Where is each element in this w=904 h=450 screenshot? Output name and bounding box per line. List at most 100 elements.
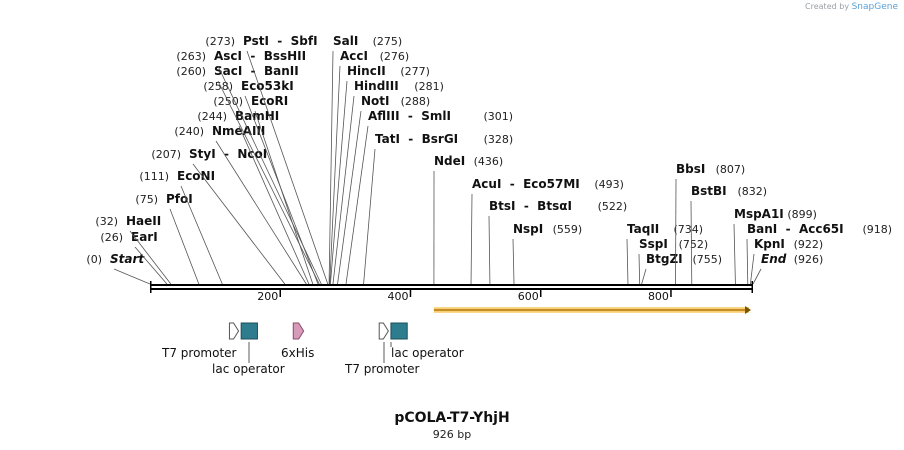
site-position: (436)	[474, 155, 504, 168]
site-connector-line	[638, 253, 641, 285]
ruler-tick-label: 800	[648, 290, 669, 303]
his-tag-arrow	[292, 322, 305, 340]
site-connector-line	[345, 125, 369, 285]
site-position: (752)	[679, 238, 709, 251]
feature-label: T7 promoter	[161, 346, 237, 360]
site-connector-line	[733, 223, 736, 285]
site-position: (32)	[95, 215, 118, 228]
site-name: AflIII - SmlI	[368, 109, 451, 123]
site-position: (288)	[401, 95, 431, 108]
site-position: (26)	[100, 231, 123, 244]
site-position: (244)	[197, 110, 227, 123]
site-position: (522)	[598, 200, 628, 213]
site-name: SacI - BanII	[214, 64, 299, 78]
orf-arrow-head	[745, 306, 751, 314]
site-name: SspI	[639, 237, 668, 251]
plasmid-name: pCOLA-T7-YhjH	[394, 410, 510, 426]
ruler-tick-label: 400	[387, 290, 408, 303]
site-name: Start	[110, 252, 145, 266]
site-name: NdeI	[434, 154, 465, 168]
site-position: (926)	[794, 253, 824, 266]
site-position: (918)	[863, 223, 893, 236]
site-position: (734)	[674, 223, 704, 236]
site-connector-line	[129, 230, 172, 285]
site-name: EcoRI	[251, 94, 288, 108]
backbone-end-tick	[751, 281, 753, 293]
site-name: EcoNI	[177, 169, 215, 183]
site-name: SalI	[333, 34, 358, 48]
site-name: AscI - BssHII	[214, 49, 306, 63]
site-name: NmeAIII	[212, 124, 265, 138]
site-position: (281)	[414, 80, 444, 93]
site-connector-line	[512, 238, 515, 285]
site-connector-line	[328, 50, 334, 285]
site-name: PfoI	[166, 192, 193, 206]
site-position: (0)	[86, 253, 102, 266]
lac-operator-box	[390, 322, 408, 340]
site-connector-line	[244, 95, 319, 285]
site-connector-line	[238, 125, 310, 285]
site-connector-line	[180, 185, 223, 285]
site-connector-line	[217, 80, 320, 285]
site-position: (263)	[176, 50, 206, 63]
site-connector-line	[329, 80, 348, 285]
site-connector-line	[470, 193, 473, 285]
site-position: (922)	[794, 238, 824, 251]
site-position: (75)	[135, 193, 158, 206]
t7-promoter-arrow	[228, 322, 240, 340]
site-connector-line	[217, 65, 322, 285]
lac-operator-box	[240, 322, 258, 340]
site-name: BtsI - BtsαI	[489, 199, 572, 213]
site-position: (493)	[594, 178, 624, 191]
site-connector-line	[332, 95, 355, 285]
site-position: (258)	[203, 80, 233, 93]
site-connector-line	[337, 110, 362, 285]
site-position: (899)	[787, 208, 817, 221]
feature-label: T7 promoter	[344, 362, 420, 376]
site-name: BstBI	[691, 184, 727, 198]
snapgene-logo-text: SnapGene	[851, 2, 898, 12]
site-connector-line	[488, 215, 491, 285]
site-position: (273)	[205, 35, 235, 48]
site-name: HindIII	[354, 79, 399, 93]
created-by-text: Created by	[805, 2, 850, 11]
site-name: TaqII	[627, 222, 659, 236]
site-position: (260)	[176, 65, 206, 78]
site-position: (207)	[151, 148, 181, 161]
site-position: (111)	[139, 170, 169, 183]
site-position: (807)	[716, 163, 746, 176]
site-name: HaeII	[126, 214, 161, 228]
site-name: AccI	[340, 49, 368, 63]
backbone-top-strand	[150, 284, 753, 286]
site-position: (275)	[373, 35, 403, 48]
site-name: BanI - Acc65I	[747, 222, 844, 236]
site-connector-line	[626, 238, 629, 285]
branding: Created by SnapGene	[805, 2, 898, 12]
backbone-bottom-strand	[150, 288, 753, 290]
feature-label: 6xHis	[281, 346, 314, 360]
backbone-start-tick	[150, 281, 152, 293]
site-position: (755)	[693, 253, 723, 266]
site-position: (559)	[553, 223, 583, 236]
site-connector-line	[169, 208, 200, 285]
site-connector-line	[752, 268, 762, 285]
feature-label: lac operator	[212, 362, 285, 376]
feature-label: lac operator	[391, 346, 464, 360]
site-connector-line	[192, 163, 286, 285]
site-position: (276)	[380, 50, 410, 63]
site-connector-line	[215, 140, 307, 285]
site-position: (832)	[738, 185, 768, 198]
site-name: BtgZI	[646, 252, 683, 266]
site-position: (301)	[484, 110, 514, 123]
site-name: StyI - NcoI	[189, 147, 267, 161]
site-name: NotI	[361, 94, 390, 108]
site-name: End	[761, 252, 787, 266]
site-connector-line	[329, 65, 341, 285]
site-name: AcuI - Eco57MI	[472, 177, 580, 191]
site-connector-line	[746, 238, 749, 285]
site-connector-line	[749, 253, 755, 285]
site-connector-line	[134, 246, 168, 285]
site-connector-line	[254, 110, 314, 285]
plasmid-length: 926 bp	[432, 428, 472, 441]
